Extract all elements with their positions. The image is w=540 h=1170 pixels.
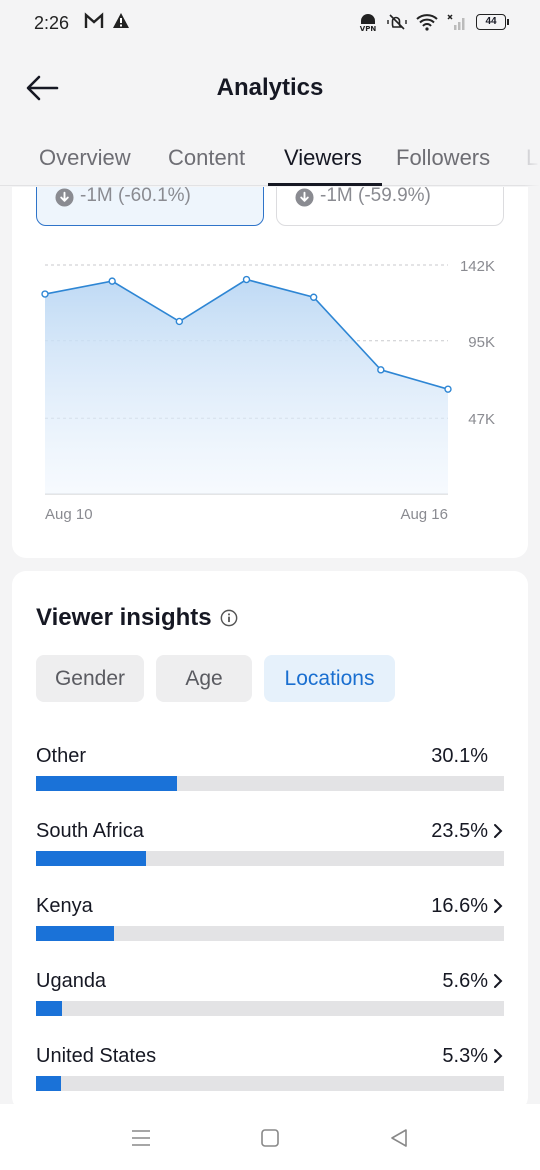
- data-point: [444, 385, 452, 393]
- back-button[interactable]: [22, 70, 62, 106]
- svg-text:VPN: VPN: [360, 25, 377, 32]
- insights-title: Viewer insights: [36, 604, 212, 631]
- arrow-left-icon: [26, 75, 59, 101]
- location-bar-fill: [36, 851, 146, 866]
- metric-delta: -1M (-60.1%): [80, 187, 191, 206]
- chart-card: -1M (-60.1%) -1M (-59.9%) 47K 95K 142K Aug …: [12, 187, 528, 558]
- y-tick-label: 142K: [460, 258, 495, 275]
- status-bar: 2:26 VPN 44: [0, 0, 540, 48]
- metric-card-selected[interactable]: -1M (-60.1%): [36, 187, 264, 226]
- location-row[interactable]: United States 5.3%: [36, 1045, 504, 1105]
- data-point: [377, 366, 385, 374]
- location-bar-track: [36, 1076, 504, 1091]
- location-bar-track: [36, 926, 504, 941]
- wifi-icon: [416, 14, 438, 31]
- chip-gender[interactable]: Gender: [36, 655, 144, 702]
- app-header: Analytics: [0, 48, 540, 130]
- location-bar-fill: [36, 1001, 63, 1016]
- active-tab-indicator: [268, 183, 382, 186]
- data-point: [41, 290, 49, 298]
- status-right-icons: VPN 44: [358, 12, 509, 32]
- page-title: Analytics: [216, 74, 324, 101]
- gmail-icon: [84, 12, 104, 28]
- arrow-down-circle-icon: [295, 188, 314, 207]
- tab-bar: Overview Content Viewers Followers L: [0, 130, 540, 186]
- location-percent: 5.3%: [442, 1045, 488, 1067]
- chevron-right-icon[interactable]: [492, 1048, 504, 1064]
- data-point: [175, 317, 184, 326]
- location-name: Uganda: [36, 970, 107, 992]
- tab-fade: [524, 130, 540, 186]
- location-percent: 16.6%: [431, 895, 488, 917]
- tab-content[interactable]: Content: [168, 145, 246, 170]
- location-row[interactable]: South Africa 23.5%: [36, 820, 504, 880]
- status-left-icons: [84, 12, 130, 30]
- location-bar-track: [36, 1001, 504, 1016]
- location-row[interactable]: Uganda 5.6%: [36, 970, 504, 1030]
- viewers-chart: 47K 95K 142K Aug 10 Aug 16: [41, 258, 495, 523]
- location-bar-fill: [36, 1076, 61, 1091]
- signal-icon: [447, 14, 465, 30]
- chevron-right-icon[interactable]: [492, 823, 504, 839]
- data-point: [108, 277, 116, 285]
- location-bar-track: [36, 776, 504, 791]
- y-tick-label: 47K: [468, 411, 495, 428]
- home-button[interactable]: [258, 1126, 282, 1150]
- location-percent: 30.1%: [431, 745, 488, 767]
- arrow-down-circle-icon: [55, 188, 74, 207]
- chevron-right-icon[interactable]: [492, 973, 504, 989]
- data-point: [242, 275, 251, 284]
- insights-heading: Viewer insights: [36, 604, 238, 632]
- location-name: Other: [36, 745, 87, 767]
- chip-age[interactable]: Age: [156, 655, 252, 702]
- tab-viewers[interactable]: Viewers: [284, 145, 362, 170]
- location-percent: 23.5%: [431, 820, 488, 842]
- mute-icon: [387, 14, 407, 30]
- chart-area: [45, 279, 448, 494]
- recents-button[interactable]: [129, 1126, 153, 1150]
- x-tick-label: Aug 10: [45, 506, 93, 523]
- alert-triangle-icon: [113, 13, 129, 28]
- metric-delta: -1M (-59.9%): [320, 187, 431, 206]
- location-bar-track: [36, 851, 504, 866]
- tab-followers[interactable]: Followers: [396, 145, 491, 170]
- location-percent: 5.6%: [442, 970, 488, 992]
- location-name: United States: [36, 1045, 157, 1067]
- location-row[interactable]: Kenya 16.6%: [36, 895, 504, 955]
- x-tick-label: Aug 16: [400, 506, 448, 523]
- location-bar-fill: [36, 776, 177, 791]
- viewer-insights-card: Viewer insights Gender Age Locations Oth…: [12, 571, 528, 1111]
- system-nav-bar: [0, 1104, 540, 1170]
- back-nav-button[interactable]: [387, 1126, 411, 1150]
- data-point: [309, 293, 318, 301]
- home-square-icon: [261, 1129, 279, 1147]
- menu-icon: [132, 1130, 150, 1146]
- location-name: Kenya: [36, 895, 93, 917]
- battery-icon: 44: [476, 14, 509, 30]
- status-time: 2:26: [34, 13, 70, 33]
- back-triangle-icon: [391, 1129, 407, 1147]
- location-name: South Africa: [36, 820, 144, 842]
- chevron-right-icon[interactable]: [492, 898, 504, 914]
- location-row: Other 30.1%: [36, 745, 504, 805]
- chip-locations[interactable]: Locations: [264, 655, 395, 702]
- metric-card[interactable]: -1M (-59.9%): [276, 187, 504, 226]
- info-icon[interactable]: [220, 609, 238, 627]
- y-tick-label: 95K: [468, 334, 495, 351]
- location-bar-fill: [36, 926, 114, 941]
- tab-overview[interactable]: Overview: [39, 145, 131, 170]
- vpn-icon: VPN: [360, 14, 377, 32]
